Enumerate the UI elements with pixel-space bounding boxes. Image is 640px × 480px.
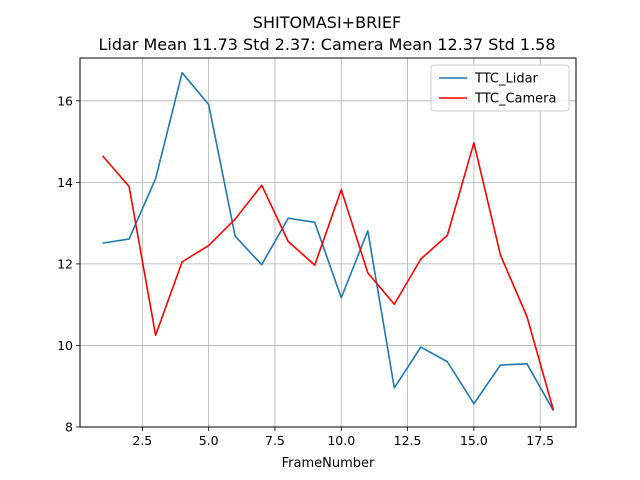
x-axis-label: FrameNumber xyxy=(282,456,375,471)
x-tick-label: 12.5 xyxy=(394,433,422,448)
legend-box xyxy=(430,64,570,112)
x-tick-label: 7.5 xyxy=(265,433,285,448)
y-tick-label: 10 xyxy=(57,338,73,353)
series-line-ttc-lidar xyxy=(102,71,555,412)
chart-title: SHITOMASI+BRIEF xyxy=(253,13,401,32)
x-tick-label: 10.0 xyxy=(327,433,355,448)
x-tick-label: 2.5 xyxy=(132,433,152,448)
legend-label-ttc-lidar: TTC_Lidar xyxy=(474,72,539,87)
chart-subtitle: Lidar Mean 11.73 Std 2.37: Camera Mean 1… xyxy=(98,35,555,54)
x-tick-label: 15.0 xyxy=(460,433,488,448)
x-tick-label: 17.5 xyxy=(526,433,554,448)
y-tick-label: 16 xyxy=(57,93,73,108)
y-tick-label: 8 xyxy=(65,420,73,435)
legend-label-ttc-camera: TTC_Camera xyxy=(474,92,557,107)
legend: TTC_Lidar TTC_Camera xyxy=(430,64,570,112)
plot-frame xyxy=(79,57,577,428)
x-tick-label: 5.0 xyxy=(199,433,219,448)
series-layer xyxy=(101,71,555,412)
y-tick-label: 14 xyxy=(57,175,73,190)
series-line-ttc-camera xyxy=(101,142,555,411)
axis-ticks: 2.5 5.0 7.5 10.0 12.5 15.0 17.5 8 10 12 14 16 xyxy=(57,93,554,448)
y-tick-label: 12 xyxy=(57,256,73,271)
